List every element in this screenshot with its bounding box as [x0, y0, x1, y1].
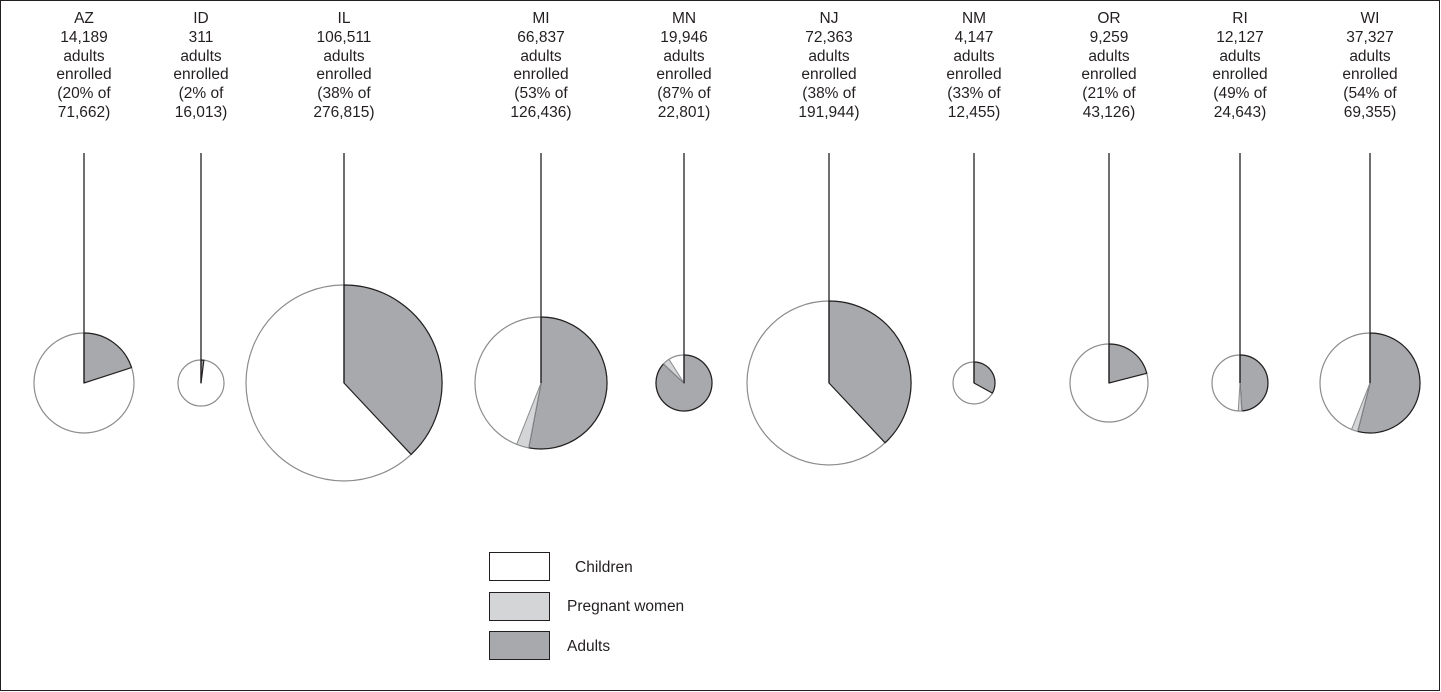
label-mi-line3: enrolled	[513, 66, 569, 84]
label-ri-line3: enrolled	[1212, 66, 1268, 84]
label-il-line3: enrolled	[316, 66, 372, 84]
label-az-total: 71,662)	[57, 103, 111, 121]
pie-or-adults-slice	[1108, 343, 1148, 384]
label-id-state: ID	[193, 10, 209, 27]
label-ri: RI 12,127 adults enrolled (49% of 24,643)	[1180, 10, 1300, 123]
label-ri-line2: adults	[1219, 47, 1261, 65]
label-nm-pct: (33% of	[947, 85, 1001, 103]
label-il-line2: adults	[323, 47, 365, 65]
label-or-pct: (21% of	[1082, 85, 1136, 103]
label-mi-pct: (53% of	[514, 85, 568, 103]
label-wi-pct: (54% of	[1343, 85, 1397, 103]
label-wi: WI 37,327 adults enrolled (54% of 69,355)	[1310, 10, 1430, 123]
pie-ri-adults-slice	[1239, 354, 1269, 412]
label-mn-pct: (87% of	[657, 85, 711, 103]
label-nj-count: 72,363	[805, 28, 853, 46]
label-nj-line2: adults	[808, 47, 850, 65]
label-ri-pct: (49% of	[1213, 85, 1267, 103]
legend-label-children: Children	[575, 559, 633, 576]
label-il-count: 106,511	[316, 28, 372, 46]
pie-ri-pregnant-slice	[1237, 382, 1243, 412]
label-or-count: 9,259	[1089, 28, 1129, 46]
label-nj-pct: (38% of	[802, 85, 856, 103]
pie-nm-adults-slice	[973, 361, 996, 394]
label-mi-total: 126,436)	[510, 103, 572, 121]
label-wi-count: 37,327	[1346, 28, 1394, 46]
label-nm-line3: enrolled	[946, 66, 1002, 84]
pie-wi-adults-slice	[1356, 332, 1421, 434]
label-or-line2: adults	[1088, 47, 1130, 65]
label-az-line2: adults	[63, 47, 105, 65]
pie-mi-adults-slice	[528, 316, 608, 450]
label-nj-state: NJ	[819, 10, 839, 27]
legend-label-pregnant-women: Pregnant women	[567, 598, 685, 615]
label-il: IL 106,511 adults enrolled (38% of 276,815)	[284, 10, 404, 123]
label-mn-line2: adults	[663, 47, 705, 65]
label-az-pct: (20% of	[57, 85, 111, 103]
pie-nj-adults-slice	[828, 300, 912, 444]
label-wi-total: 69,355)	[1343, 103, 1397, 121]
pie-mn-pregnant-slice	[662, 358, 685, 384]
label-mi-state: MI	[532, 10, 550, 27]
label-or-line3: enrolled	[1081, 66, 1137, 84]
label-az-line3: enrolled	[56, 66, 112, 84]
label-id: ID 311 adults enrolled (2% of 16,013)	[141, 10, 261, 123]
label-il-total: 276,815)	[313, 103, 375, 121]
legend-swatch-adults	[489, 631, 550, 660]
legend-label-adults: Adults	[567, 638, 611, 655]
pie-mi-pregnant-slice	[516, 382, 542, 449]
label-nm-total: 12,455)	[947, 103, 1001, 121]
label-mn-count: 19,946	[660, 28, 708, 46]
pie-az-adults-slice	[83, 332, 133, 384]
label-nj-line3: enrolled	[801, 66, 857, 84]
label-az: AZ 14,189 adults enrolled (20% of 71,662)	[24, 10, 144, 123]
label-id-line2: adults	[180, 47, 222, 65]
label-wi-line2: adults	[1349, 47, 1391, 65]
legend-swatch-pregnant-women	[489, 592, 550, 621]
pie-wi-pregnant-slice	[1350, 382, 1371, 433]
label-ri-state: RI	[1232, 10, 1248, 27]
label-id-line3: enrolled	[173, 66, 229, 84]
label-nm-state: NM	[961, 10, 987, 27]
label-mi-line2: adults	[520, 47, 562, 65]
label-nj-total: 191,944)	[798, 103, 860, 121]
label-or-state: OR	[1097, 10, 1121, 27]
label-or-total: 43,126)	[1082, 103, 1136, 121]
label-nj: NJ 72,363 adults enrolled (38% of 191,944)	[769, 10, 889, 123]
label-wi-line3: enrolled	[1342, 66, 1398, 84]
label-nm: NM 4,147 adults enrolled (33% of 12,455)	[914, 10, 1034, 123]
label-mn-line3: enrolled	[656, 66, 712, 84]
label-az-state: AZ	[74, 10, 94, 27]
label-mi: MI 66,837 adults enrolled (53% of 126,436)	[481, 10, 601, 123]
label-id-count: 311	[188, 28, 214, 46]
label-wi-state: WI	[1360, 10, 1380, 27]
label-id-total: 16,013)	[174, 103, 228, 121]
label-ri-count: 12,127	[1216, 28, 1264, 46]
label-il-state: IL	[337, 10, 351, 27]
label-mn: MN 19,946 adults enrolled (87% of 22,801)	[624, 10, 744, 123]
label-nm-count: 4,147	[954, 28, 994, 46]
label-ri-total: 24,643)	[1213, 103, 1267, 121]
label-mi-count: 66,837	[517, 28, 565, 46]
label-mn-total: 22,801)	[657, 103, 711, 121]
label-or: OR 9,259 adults enrolled (21% of 43,126)	[1049, 10, 1169, 123]
label-nm-line2: adults	[953, 47, 995, 65]
label-il-pct: (38% of	[317, 85, 371, 103]
pie-il-adults-slice	[343, 284, 443, 456]
label-id-pct: (2% of	[178, 85, 224, 103]
label-mn-state: MN	[671, 10, 697, 27]
label-az-count: 14,189	[60, 28, 108, 46]
legend-swatch-children	[489, 552, 550, 581]
